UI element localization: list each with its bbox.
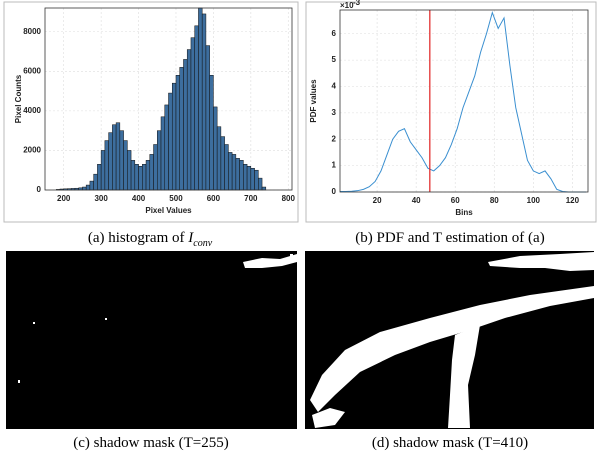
- bar: [262, 187, 266, 190]
- bar: [255, 170, 259, 190]
- bar: [105, 141, 109, 190]
- bar: [176, 75, 180, 190]
- bar: [139, 166, 143, 190]
- x-tick-label: 400: [132, 194, 146, 203]
- bar: [157, 131, 161, 190]
- bar: [146, 160, 150, 190]
- bar: [90, 181, 94, 190]
- x-tick-label: 20: [373, 196, 382, 205]
- y-tick-label: 0: [37, 185, 42, 194]
- bar: [131, 160, 135, 190]
- bar: [240, 160, 244, 190]
- y-tick-label: 1: [332, 161, 337, 170]
- caption-a-sub: conv: [193, 238, 212, 249]
- figure: (a) histogram of Iconv (b) PDF and T est…: [0, 0, 600, 455]
- caption-c: (c) shadow mask (T=255): [73, 435, 229, 451]
- bar: [210, 75, 214, 190]
- bar: [142, 164, 146, 190]
- mask-d: [305, 251, 594, 429]
- bar: [187, 50, 191, 190]
- caption-b: (b) PDF and T estimation of (a): [355, 230, 544, 246]
- bar: [243, 164, 247, 190]
- bar: [225, 145, 229, 191]
- bar: [154, 145, 158, 191]
- x-tick-label: 600: [207, 194, 221, 203]
- y-axis-label: Pixel Counts: [14, 74, 23, 123]
- bar: [232, 154, 236, 190]
- bar: [124, 141, 128, 190]
- bar: [112, 125, 116, 190]
- y-tick-label: 3: [332, 108, 337, 117]
- bar: [228, 152, 232, 190]
- caption-d: (d) shadow mask (T=410): [372, 435, 528, 451]
- x-tick-label: 80: [490, 196, 499, 205]
- bar: [86, 185, 90, 190]
- bar: [161, 117, 165, 190]
- bar: [109, 133, 113, 190]
- bar: [183, 59, 187, 190]
- y-tick-label: 6000: [23, 66, 41, 75]
- bar: [213, 107, 217, 190]
- bar: [127, 150, 131, 190]
- x-tick-label: 60: [451, 196, 460, 205]
- y-tick-label: 6: [332, 29, 337, 38]
- bar: [236, 158, 240, 190]
- bar: [191, 38, 195, 190]
- bar: [82, 187, 86, 190]
- y-tick-label: 0: [332, 187, 337, 196]
- bar: [258, 178, 262, 190]
- bar: [206, 46, 210, 190]
- x-axis-label: Pixel Values: [145, 206, 192, 215]
- y-tick-label: 5: [332, 55, 337, 64]
- y-exponent-base: ×10: [340, 1, 354, 10]
- x-tick-label: 300: [94, 194, 108, 203]
- y-tick-label: 2: [332, 134, 337, 143]
- bar: [247, 166, 251, 190]
- bar: [120, 131, 124, 190]
- bar: [217, 127, 221, 190]
- caption-a-text: (a) histogram of: [88, 230, 185, 246]
- x-tick-label: 800: [282, 194, 296, 203]
- bar: [165, 105, 169, 190]
- bar: [94, 174, 98, 190]
- y-exponent: -3: [353, 0, 361, 7]
- bar: [169, 93, 173, 190]
- bar: [180, 67, 184, 190]
- mask-c: [6, 251, 297, 429]
- x-tick-label: 100: [527, 196, 541, 205]
- bar: [116, 123, 120, 190]
- bar: [202, 14, 206, 190]
- y-tick-label: 2000: [23, 146, 41, 155]
- plot-area: [340, 10, 588, 192]
- bar: [150, 154, 154, 190]
- bar: [195, 26, 199, 190]
- x-tick-label: 500: [169, 194, 183, 203]
- bar: [221, 137, 225, 190]
- bar: [97, 164, 101, 190]
- y-tick-label: 4: [332, 82, 337, 91]
- y-tick-label: 4000: [23, 106, 41, 115]
- x-tick-label: 40: [412, 196, 421, 205]
- x-axis-label: Bins: [455, 208, 473, 217]
- bar: [101, 150, 105, 190]
- bar: [135, 164, 139, 190]
- caption-a: (a) histogram of Iconv: [88, 230, 213, 249]
- y-tick-label: 8000: [23, 27, 41, 36]
- x-tick-label: 200: [57, 194, 71, 203]
- x-tick-label: 700: [244, 194, 258, 203]
- bar: [172, 83, 176, 190]
- bar: [251, 168, 255, 190]
- bar: [198, 8, 202, 190]
- x-tick-label: 120: [566, 196, 580, 205]
- y-axis-label: PDF values: [309, 79, 318, 123]
